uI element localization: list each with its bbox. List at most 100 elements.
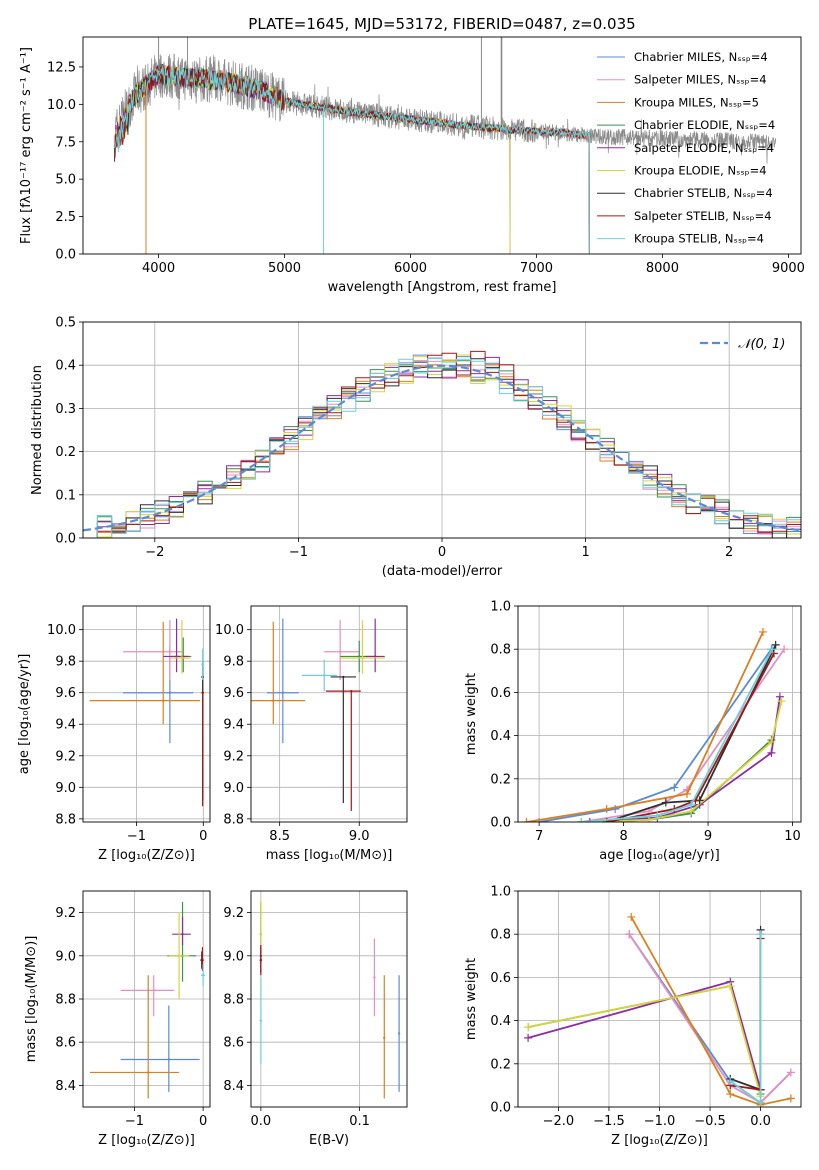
weight-marker (726, 982, 735, 991)
data-point (181, 933, 184, 936)
x-tick-label: 0.1 (349, 1114, 370, 1129)
x-tick-label: −1 (127, 829, 146, 844)
data-point (342, 675, 345, 679)
legend: Chabrier MILES, Nₛₛₚ=4 Salpeter MILES, Nₛ… (597, 50, 775, 246)
data-point (281, 691, 285, 694)
x-tick-label: 8000 (646, 261, 679, 276)
axes-spectrum: 4000 5000 6000 7000 8000 9000 0.0 2.5 5.0 7.5 10.0… (19, 36, 805, 295)
legend-entry: 𝒩(0, 1) (738, 337, 785, 352)
x-tick-label: −2.0 (543, 1114, 575, 1129)
y-tick-label: 9.8 (223, 655, 244, 670)
axes-frame (517, 890, 802, 1108)
residual-histogram (83, 358, 801, 538)
gaussian-reference (83, 364, 801, 532)
axes-residuals: −2 −1 0 1 2 0.0 0.1 0.2 0.3 0.4 0.5 (data-model)/er… (30, 316, 802, 579)
x-tick-label: 9.0 (349, 829, 370, 844)
y-tick-label: 0.8 (490, 928, 511, 943)
weight-line (630, 916, 792, 1106)
x-tick-label: −2 (145, 545, 164, 560)
y-tick-label: 0.2 (490, 1057, 511, 1072)
weight-marker (522, 818, 531, 822)
x-tick-label: 0.0 (251, 1114, 272, 1129)
axes-mass-vs-Z: −1 0 8.4 8.6 8.8 9.0 9.2 Z [log₁₀(Z/Z⊙)] mass [l… (24, 890, 211, 1148)
y-tick-label: 10.0 (215, 623, 244, 638)
x-tick-label: −1.5 (593, 1114, 625, 1129)
weight-line (729, 929, 762, 1091)
model-spectrum (114, 62, 511, 254)
data-point (180, 656, 184, 660)
weight-marker (524, 1033, 533, 1042)
data-point (168, 650, 172, 653)
axes-frame (250, 605, 408, 823)
y-tick-label: 8.8 (223, 993, 244, 1008)
x-tick-label: −1.0 (644, 1114, 676, 1129)
x-tick-label: 0.0 (750, 1114, 771, 1129)
data-point (272, 699, 275, 702)
plot-area (524, 912, 795, 1107)
axes-frame (250, 890, 408, 1108)
data-point (259, 958, 263, 962)
x-tick-label: 7 (535, 829, 543, 844)
x-tick-label: 9 (704, 829, 712, 844)
model-spectrum (114, 64, 590, 254)
model-spectrum (114, 65, 511, 254)
y-tick-label: 8.4 (55, 1079, 76, 1094)
x-tick-label: 8 (619, 829, 627, 844)
x-tick-label: 0 (438, 545, 446, 560)
y-tick-label: 7.5 (55, 135, 76, 150)
x-axis-label: wavelength [Angstrom, rest frame] (328, 280, 557, 295)
y-tick-label: 10.0 (47, 98, 76, 113)
y-axis-label: mass weight (464, 958, 479, 1040)
data-point (201, 663, 204, 666)
weight-marker (756, 1098, 765, 1107)
data-point (168, 691, 172, 694)
y-tick-label: 9.2 (55, 906, 76, 921)
weight-marker (602, 805, 611, 814)
weight-marker (661, 798, 670, 807)
y-tick-label: 5.0 (55, 173, 76, 188)
x-tick-label: 7000 (520, 261, 553, 276)
data-point (152, 989, 155, 992)
y-tick-label: 0.0 (55, 248, 76, 263)
axes-frame (82, 605, 211, 823)
weight-marker (627, 912, 636, 921)
weight-marker (524, 1023, 533, 1032)
y-tick-label: 9.0 (223, 949, 244, 964)
legend-entry: Chabrier MILES, Nₛₛₚ=4 (634, 50, 768, 64)
data-point (373, 655, 377, 658)
weight-marker (625, 930, 634, 939)
y-tick-label: 1.0 (490, 885, 511, 900)
y-tick-label: 8.8 (55, 993, 76, 1008)
weight-marker (726, 1077, 735, 1086)
legend-entry: Kroupa STELIB, Nₛₛₚ=4 (634, 232, 764, 246)
y-tick-label: 9.6 (55, 686, 76, 701)
model-spectrum (114, 63, 590, 254)
y-tick-label: 12.5 (47, 60, 76, 75)
y-tick-label: 9.0 (55, 949, 76, 964)
weight-marker (726, 1090, 735, 1099)
data-point (201, 691, 204, 694)
axes-frame (517, 605, 802, 823)
plot-area (259, 901, 401, 1099)
x-tick-label: −1 (125, 1114, 144, 1129)
data-point (397, 1032, 401, 1035)
y-tick-label: 1.0 (490, 600, 511, 615)
legend-entry: Chabrier ELODIE, Nₛₛₚ=4 (634, 118, 775, 132)
x-tick-label: 6000 (394, 261, 427, 276)
weight-line (730, 938, 762, 1091)
x-tick-label: −1 (289, 545, 308, 560)
weight-marker (775, 692, 784, 701)
y-axis-label: mass weight (464, 673, 479, 755)
data-point (383, 1036, 386, 1040)
y-axis-label: Flux [fλ10⁻¹⁷ erg cm⁻² s⁻¹ A⁻¹] (19, 47, 34, 244)
x-tick-label: 9000 (772, 261, 805, 276)
y-axis-label: Normed distribution (30, 365, 45, 495)
y-tick-label: 0.1 (55, 488, 76, 503)
y-tick-label: 8.8 (55, 812, 76, 827)
weight-marker (769, 649, 778, 658)
weight-line (606, 644, 777, 822)
y-tick-label: 9.2 (223, 906, 244, 921)
plot-area (114, 37, 777, 254)
x-tick-label: 4000 (142, 261, 175, 276)
